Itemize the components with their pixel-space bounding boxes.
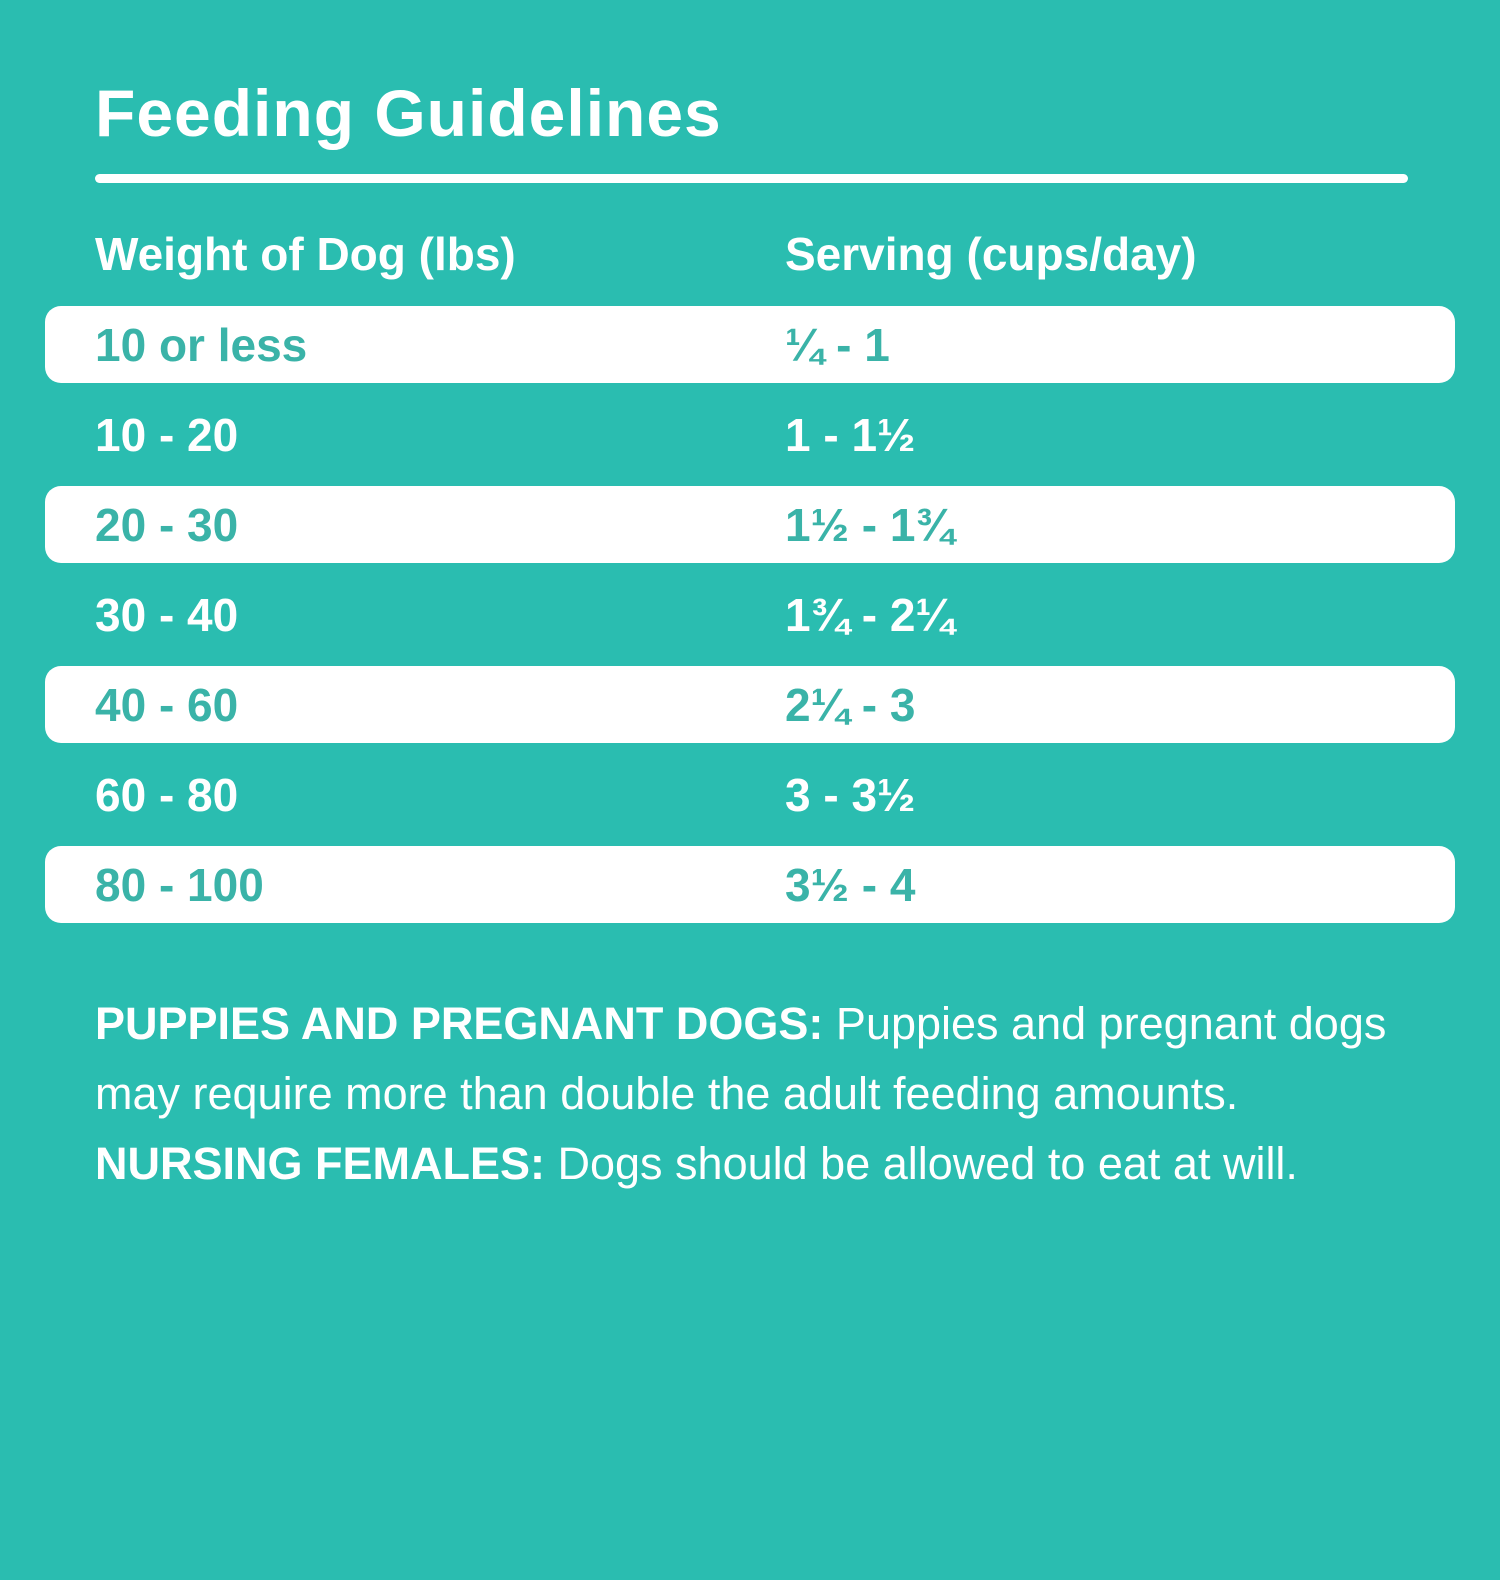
weight-cell: 10 - 20: [95, 408, 239, 461]
table-row: 30 - 40 1¾ - 2¼: [45, 563, 1455, 666]
weight-cell: 80 - 100: [95, 858, 264, 911]
serving-cell: ¼ - 1: [785, 318, 890, 371]
page-title: Feeding Guidelines: [95, 76, 722, 150]
note-text-puppies: Puppies and pregnant dogs may require mo…: [95, 998, 1387, 1120]
column-header-weight: Weight of Dog (lbs): [95, 228, 516, 280]
table-row: 20 - 30 1½ - 1¾: [45, 486, 1455, 564]
table-row: 40 - 60 2¼ - 3: [45, 666, 1455, 744]
column-header-serving: Serving (cups/day): [785, 228, 1197, 280]
feeding-table: Weight of Dog (lbs) Serving (cups/day) 1…: [0, 227, 1500, 924]
table-header-row: Weight of Dog (lbs) Serving (cups/day): [45, 227, 1455, 282]
serving-cell: 1¾ - 2¼: [785, 588, 954, 641]
weight-cell: 30 - 40: [95, 588, 239, 641]
weight-cell: 40 - 60: [95, 678, 239, 731]
serving-cell: 3½ - 4: [785, 858, 916, 911]
note-label-puppies: PUPPIES AND PREGNANT DOGS:: [95, 998, 824, 1050]
table-row: 60 - 80 3 - 3½: [45, 743, 1455, 846]
weight-cell: 20 - 30: [95, 498, 239, 551]
title-underline: [95, 174, 1408, 183]
weight-cell: 60 - 80: [95, 768, 239, 821]
feeding-note: PUPPIES AND PREGNANT DOGS: Puppies and p…: [95, 989, 1415, 1199]
serving-cell: 1 - 1½: [785, 408, 916, 461]
table-row: 10 or less ¼ - 1: [45, 306, 1455, 384]
weight-cell: 10 or less: [95, 318, 308, 371]
serving-cell: 3 - 3½: [785, 768, 916, 821]
table-row: 80 - 100 3½ - 4: [45, 846, 1455, 924]
note-label-nursing: NURSING FEMALES:: [95, 1138, 545, 1190]
serving-cell: 2¼ - 3: [785, 678, 916, 731]
table-row: 10 - 20 1 - 1½: [45, 383, 1455, 486]
serving-cell: 1½ - 1¾: [785, 498, 954, 551]
note-text-nursing: Dogs should be allowed to eat at will.: [545, 1138, 1298, 1190]
feeding-guidelines-panel: Feeding Guidelines Weight of Dog (lbs) S…: [0, 80, 1500, 1580]
